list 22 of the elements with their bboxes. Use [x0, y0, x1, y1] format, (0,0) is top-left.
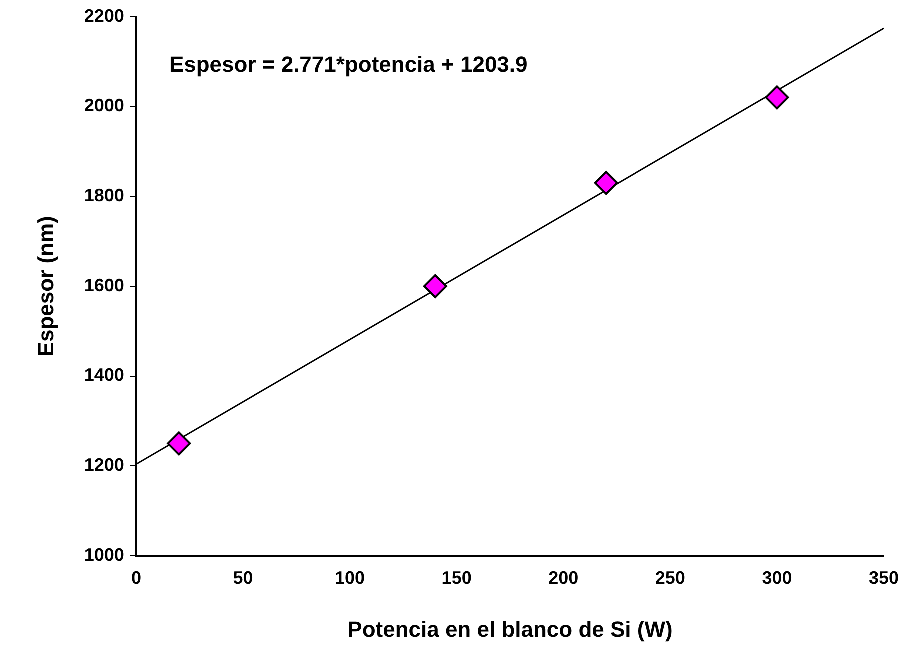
- y-tick-label: 2200: [84, 6, 124, 26]
- x-tick-label: 300: [762, 568, 792, 588]
- x-tick-label: 100: [335, 568, 366, 588]
- x-axis-title: Potencia en el blanco de Si (W): [348, 616, 673, 642]
- point: [423, 274, 448, 298]
- y-axis-title: Espesor (nm): [33, 216, 58, 357]
- x-tick-label: 0: [131, 568, 142, 588]
- x-tick-label: 150: [442, 568, 472, 588]
- x-tick-label: 250: [655, 568, 686, 588]
- x-tick-label: 350: [868, 568, 900, 588]
- annotation: Espesor = 2.771*potencia + 1203.9: [169, 52, 528, 77]
- y-tick-label: 2000: [84, 96, 124, 116]
- point: [594, 171, 618, 196]
- y-tick-label: 1800: [84, 186, 124, 206]
- y-tick-label: 1400: [84, 365, 124, 386]
- point: [167, 432, 192, 456]
- y-tick-label: 1000: [84, 544, 124, 565]
- y-tick-label: 1600: [84, 275, 124, 296]
- point: [765, 86, 790, 110]
- x-tick-label: 200: [548, 568, 579, 588]
- y-tick-label: 1200: [84, 455, 124, 476]
- x-tick-label: 50: [233, 568, 254, 588]
